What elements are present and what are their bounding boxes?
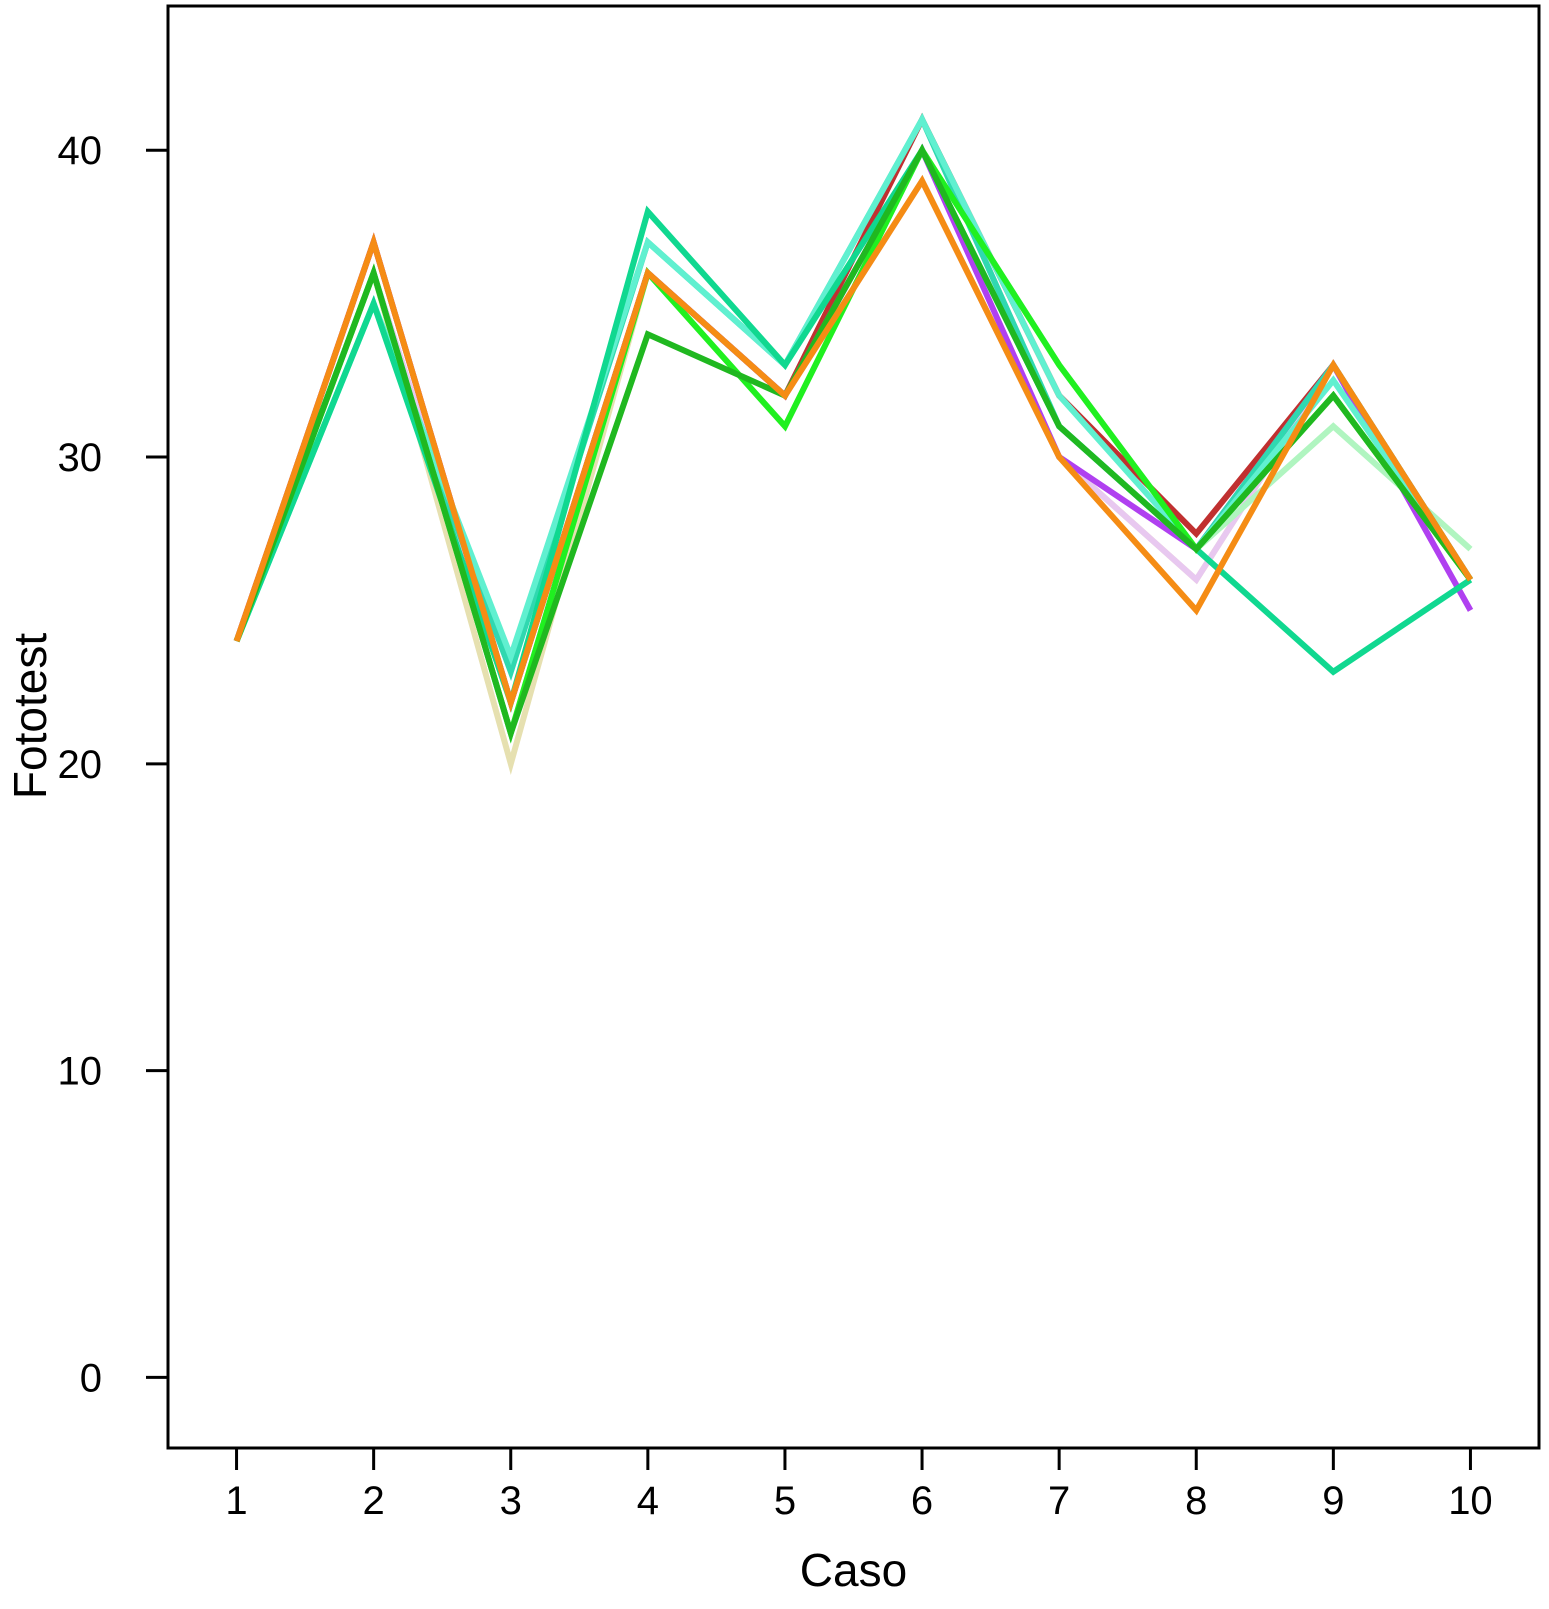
y-tick-label: 30 — [58, 436, 103, 480]
y-tick-label: 40 — [58, 129, 103, 173]
y-tick-label: 0 — [80, 1356, 102, 1400]
x-tick-label: 2 — [363, 1479, 385, 1523]
x-tick-label: 9 — [1322, 1479, 1344, 1523]
x-tick-label: 7 — [1048, 1479, 1070, 1523]
x-axis: 1 2 3 4 5 6 7 8 9 10 — [225, 1448, 1493, 1523]
y-axis-title: Fototest — [4, 633, 56, 799]
series-line-11 — [233, 174, 1474, 713]
x-tick-label: 3 — [500, 1479, 522, 1523]
x-tick-label: 4 — [637, 1479, 659, 1523]
y-axis: 0 10 20 30 40 — [58, 129, 168, 1400]
x-tick-label: 5 — [774, 1479, 796, 1523]
series-line-10 — [233, 143, 1473, 743]
series-group — [233, 112, 1474, 775]
y-tick-label: 20 — [58, 743, 103, 787]
y-tick-label: 10 — [58, 1050, 103, 1094]
x-tick-label: 6 — [911, 1479, 933, 1523]
x-axis-title: Caso — [800, 1544, 907, 1596]
x-tick-label: 10 — [1448, 1479, 1493, 1523]
x-tick-label: 1 — [225, 1479, 247, 1523]
series-line-7 — [233, 113, 1473, 666]
plot-frame — [166, 4, 1541, 1450]
x-tick-label: 8 — [1185, 1479, 1207, 1523]
